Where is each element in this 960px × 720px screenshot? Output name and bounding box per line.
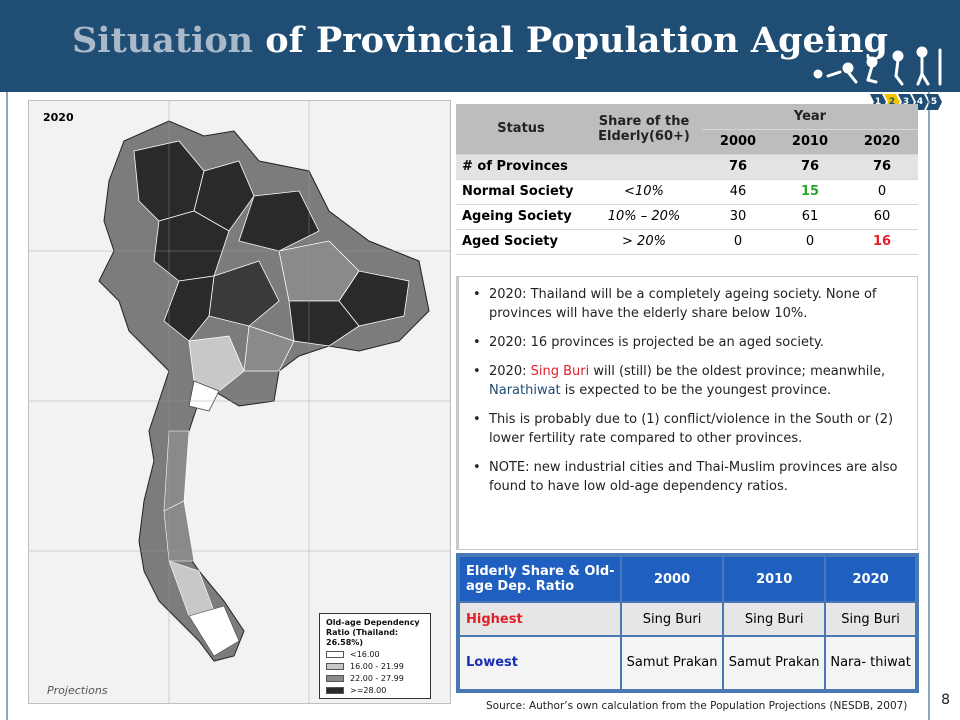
legend-item: <16.00: [326, 648, 424, 660]
left-divider: [6, 92, 8, 720]
youngest-province: Narathiwat: [489, 383, 561, 398]
year-2020: 2020: [826, 557, 915, 601]
findings-box: 2020: Thailand will be a completely agei…: [456, 276, 918, 550]
row-value: 76: [846, 154, 918, 180]
legend-item: 16.00 - 21.99: [326, 660, 424, 672]
row-status: # of Provinces: [456, 154, 586, 180]
lowest-value: Nara- thiwat: [826, 637, 915, 689]
table-year-row: 2000 2010 2020: [456, 129, 918, 155]
col-share-header: Share of the Elderly(60+): [586, 104, 702, 155]
highest-value: Sing Buri: [826, 603, 915, 635]
row-value: 61: [774, 204, 846, 230]
finding-item: 2020: Thailand will be a completely agei…: [473, 285, 905, 323]
table-header-row: Elderly Share & Old-age Dep. Ratio 2000 …: [460, 557, 915, 601]
right-divider: [928, 92, 930, 720]
header-divider: [0, 88, 960, 92]
lowest-value: Samut Prakan: [622, 637, 723, 689]
row-value: 76: [774, 154, 846, 180]
thailand-map-panel: 2020 Old-age Dependency Ratio (Thailand:…: [28, 100, 451, 704]
page-title: Situation of Provincial Population Agein…: [72, 20, 888, 61]
table-row: Highest Sing Buri Sing Buri Sing Buri: [460, 603, 915, 635]
highest-value: Sing Buri: [622, 603, 723, 635]
col-year-header: Year: [702, 104, 918, 130]
title-rest: of Provincial Population Ageing: [253, 20, 889, 61]
table-row: # of Provinces 76 76 76: [456, 154, 918, 180]
row-value: 46: [702, 179, 774, 205]
map-caption: Projections: [47, 684, 108, 697]
row-status: Normal Society: [456, 179, 586, 205]
finding-item: 2020: 16 provinces is projected be an ag…: [473, 333, 905, 352]
ratio-table: Elderly Share & Old-age Dep. Ratio 2000 …: [458, 555, 917, 691]
year-2010: 2010: [774, 129, 846, 155]
table-row: Normal Society <10% 46 15 0: [456, 179, 918, 205]
finding-item: 2020: Sing Buri will (still) be the olde…: [473, 362, 905, 400]
row-value: 16: [846, 229, 918, 255]
title-bar: Situation of Provincial Population Agein…: [0, 0, 960, 88]
elderly-figures-icon: [813, 46, 942, 86]
legend-title: Old-age Dependency Ratio (Thailand: 26.5…: [326, 618, 420, 647]
row-value: 0: [702, 229, 774, 255]
row-value: 30: [702, 204, 774, 230]
lowest-value: Samut Prakan: [724, 637, 825, 689]
oldest-province: Sing Buri: [530, 364, 590, 379]
year-2010: 2010: [724, 557, 825, 601]
legend-item: >=28.00: [326, 684, 424, 696]
year-2000: 2000: [702, 129, 774, 155]
row-status: Aged Society: [456, 229, 586, 255]
finding-item: This is probably due to (1) conflict/vio…: [473, 410, 905, 448]
row-share: > 20%: [586, 229, 702, 255]
table-header-row: Status Share of the Elderly(60+) Year: [456, 104, 918, 155]
row-share: <10%: [586, 179, 702, 205]
map-year-label: 2020: [43, 111, 74, 124]
row-value: 60: [846, 204, 918, 230]
table-row: Ageing Society 10% – 20% 30 61 60: [456, 204, 918, 230]
row-value: 76: [702, 154, 774, 180]
row-status: Ageing Society: [456, 204, 586, 230]
row-value: 15: [774, 179, 846, 205]
row-share: 10% – 20%: [586, 204, 702, 230]
ratio-table-container: Elderly Share & Old-age Dep. Ratio 2000 …: [456, 553, 919, 693]
source-note: Source: Author’s own calculation from th…: [486, 700, 908, 712]
highest-label: Highest: [460, 603, 620, 635]
society-status-table: Status Share of the Elderly(60+) Year 20…: [456, 104, 918, 255]
year-2000: 2000: [622, 557, 723, 601]
row-value: 0: [774, 229, 846, 255]
lowest-label: Lowest: [460, 637, 620, 689]
step-5[interactable]: 5: [926, 94, 942, 110]
map-legend: Old-age Dependency Ratio (Thailand: 26.5…: [319, 613, 431, 699]
legend-item: 22.00 - 27.99: [326, 672, 424, 684]
row-share: [586, 154, 702, 180]
year-2020: 2020: [846, 129, 918, 155]
title-accent: Situation: [72, 20, 254, 61]
highest-value: Sing Buri: [724, 603, 825, 635]
col-status-header: Status: [456, 104, 586, 155]
finding-item: NOTE: new industrial cities and Thai-Mus…: [473, 458, 905, 496]
ratio-header-label: Elderly Share & Old-age Dep. Ratio: [460, 557, 620, 601]
table-row: Lowest Samut Prakan Samut Prakan Nara- t…: [460, 637, 915, 689]
row-value: 0: [846, 179, 918, 205]
page-number: 8: [941, 692, 950, 708]
table-row: Aged Society > 20% 0 0 16: [456, 229, 918, 255]
thailand-map-image: [29, 101, 450, 703]
